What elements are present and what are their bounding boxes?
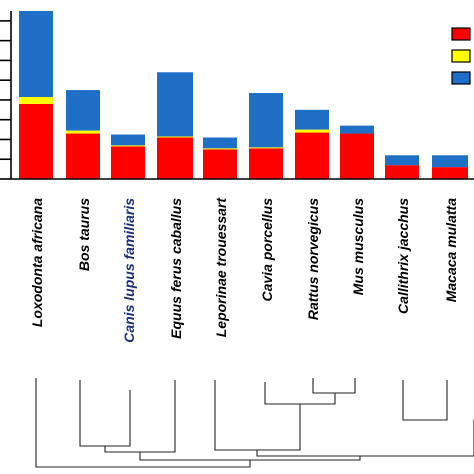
category-label-equus-ferus-caballus: Equus ferus caballus bbox=[168, 198, 184, 339]
dendrogram-branch-5 bbox=[214, 380, 301, 451]
category-label-rattus-norvegicus: Rattus norvegicus bbox=[305, 198, 321, 320]
dendrogram-branch-1 bbox=[312, 378, 356, 394]
bar-segment-equus-ferus-caballus-3 bbox=[157, 72, 193, 137]
dendrogram bbox=[35, 378, 474, 468]
bar-segment-macaca-mulatta-1 bbox=[432, 167, 468, 179]
bar-segment-canis-lupus-familiaris-1 bbox=[111, 146, 145, 179]
bar-segment-callithrix-jacchus-3 bbox=[385, 155, 419, 166]
bar-segment-loxodonta-africana-1 bbox=[19, 103, 53, 179]
category-label-loxodonta-africana: Loxodonta africana bbox=[29, 198, 45, 327]
bar-segment-loxodonta-africana-3 bbox=[19, 11, 53, 97]
bar-segment-rattus-norvegicus-3 bbox=[295, 109, 329, 130]
category-label-callithrix-jacchus: Callithrix jacchus bbox=[395, 198, 411, 314]
category-label-macaca-mulatta: Macaca mulatta bbox=[443, 198, 459, 302]
y-axis bbox=[0, 11, 474, 180]
category-label-mus-musculus: Mus musculus bbox=[350, 198, 366, 295]
bar-segment-equus-ferus-caballus-1 bbox=[157, 137, 193, 179]
bar-segment-canis-lupus-familiaris-2 bbox=[111, 145, 145, 147]
bar-segment-bos-taurus-2 bbox=[66, 130, 100, 134]
bar-segment-rattus-norvegicus-2 bbox=[295, 129, 329, 133]
bars-layer bbox=[19, 11, 468, 179]
legend-swatch-1 bbox=[451, 27, 471, 41]
bar-segment-cavia-porcellus-3 bbox=[249, 93, 283, 148]
bar-segment-leporinae-trouessart-1 bbox=[203, 149, 237, 179]
bar-segment-macaca-mulatta-3 bbox=[432, 155, 468, 168]
bar-segment-leporinae-trouessart-2 bbox=[203, 148, 237, 150]
bar-segment-equus-ferus-caballus-2 bbox=[157, 136, 193, 138]
bar-segment-rattus-norvegicus-1 bbox=[295, 132, 329, 179]
category-label-bos-taurus: Bos taurus bbox=[76, 198, 92, 271]
bar-segment-mus-musculus-3 bbox=[340, 125, 374, 134]
bar-segment-callithrix-jacchus-1 bbox=[385, 165, 419, 179]
dendrogram-branch-4 bbox=[79, 380, 131, 447]
dendrogram-branch-6 bbox=[104, 380, 176, 453]
legend-swatch-3 bbox=[451, 71, 471, 85]
bar-segment-canis-lupus-familiaris-3 bbox=[111, 134, 145, 146]
category-label-canis-lupus-familiaris: Canis lupus familiaris bbox=[121, 198, 137, 343]
legend-swatch-2 bbox=[451, 49, 471, 63]
x-tick-labels: Loxodonta africana Bos taurus Canis lupus … bbox=[29, 197, 459, 343]
legend bbox=[451, 27, 471, 85]
bar-segment-mus-musculus-1 bbox=[340, 133, 374, 179]
dendrogram-branch-3 bbox=[402, 380, 448, 421]
dendrogram-branch-9 bbox=[35, 378, 251, 468]
dendrogram-branch-7 bbox=[256, 420, 474, 457]
bar-segment-leporinae-trouessart-3 bbox=[203, 137, 237, 149]
bar-segment-bos-taurus-1 bbox=[66, 133, 100, 179]
bar-segment-loxodonta-africana-2 bbox=[19, 96, 53, 104]
category-label-leporinae-trouessart: Leporinae trouessart bbox=[213, 197, 229, 338]
bar-segment-cavia-porcellus-1 bbox=[249, 148, 283, 179]
bar-segment-bos-taurus-3 bbox=[66, 90, 100, 131]
bar-segment-cavia-porcellus-2 bbox=[249, 147, 283, 149]
category-label-cavia-porcellus: Cavia porcellus bbox=[259, 198, 275, 302]
